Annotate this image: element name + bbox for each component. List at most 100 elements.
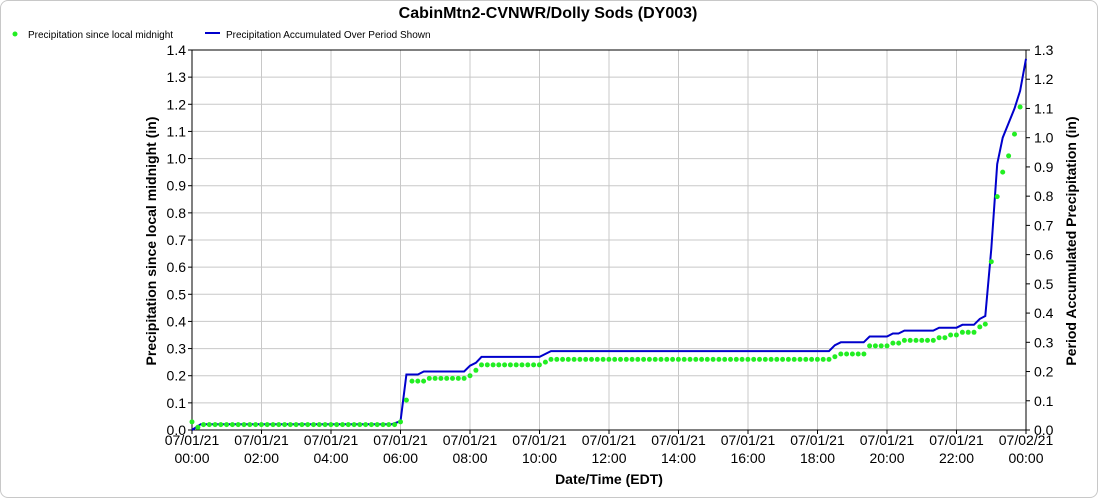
series-midnight-point [461,375,467,381]
series-midnight-point [484,362,490,368]
series-midnight-point [334,422,340,428]
series-midnight-point [930,337,936,343]
grid [191,49,1027,431]
series-midnight-point [328,422,334,428]
series-midnight-point [618,356,623,362]
series-midnight-point [1006,153,1012,159]
x-tick-time: 08:00 [452,450,487,466]
series-midnight-point [270,422,276,428]
series-midnight-point [351,422,357,428]
y-right-tick-label: 0.8 [1034,188,1054,204]
series-midnight-point [762,356,768,362]
series-midnight-point [774,356,780,362]
x-tick-date: 07/01/21 [790,432,845,448]
y-right-tick-label: 1.0 [1034,130,1054,146]
x-tick-time: 00:00 [174,450,209,466]
series-midnight-point [507,362,513,368]
series-midnight-point [438,375,444,381]
series-midnight-point [884,343,890,349]
x-axis-title: Date/Time (EDT) [555,471,663,487]
y-right-tick-label: 0.9 [1034,159,1054,175]
series-midnight-point [687,356,693,362]
series-midnight-point [386,422,392,428]
y-left-tick-label: 0.9 [167,178,187,194]
series-midnight-point [380,422,386,428]
series-midnight-point [201,422,206,428]
series-midnight-point [415,378,421,384]
series-midnight-point [965,329,971,335]
y-right-tick-label: 1.3 [1034,42,1054,58]
y-right-tick-label: 0.7 [1034,217,1054,233]
series-midnight-point [421,378,427,384]
series-midnight-point [675,356,681,362]
series-midnight-point [293,422,299,428]
series-midnight-point [872,343,878,349]
series-midnight-point [942,335,948,341]
y-left-tick-label: 0.7 [167,232,187,248]
series-midnight-point [502,362,508,368]
x-axis-ticks: 07/01/21 00:00 07/01/21 02:00 07/01/21 04:00 0… [165,430,1054,466]
series-midnight-point [282,422,288,428]
y-left-tick-label: 0.0 [167,422,187,438]
series-midnight-point [374,422,380,428]
series-midnight-point [450,375,455,381]
y-left-tick-label: 1.3 [167,69,187,85]
series-midnight-point [681,356,687,362]
y-axis-left-ticks: 0.0 0.1 0.2 0.3 0.4 0.5 0.6 0.7 0.8 0.9 1.0 1.1 1.2 1… [167,42,192,438]
series-midnight-point [977,324,983,330]
series-midnight-point [948,332,954,338]
series-midnight-point [467,373,473,379]
series-midnight-point [844,351,850,357]
series-midnight-point [531,362,537,368]
series-midnight-point [814,356,820,362]
series-midnight-point [565,356,571,362]
series-midnight-point [496,362,502,368]
y-right-tick-label: 0.4 [1034,305,1054,321]
y-right-tick-label: 0.0 [1034,422,1054,438]
series-midnight-point [658,356,664,362]
series-midnight-point [473,367,479,373]
series-midnight-point [641,356,647,362]
x-tick-time: 10:00 [522,450,557,466]
series-midnight-point [392,422,398,428]
x-tick-time: 16:00 [730,450,765,466]
series-midnight-point [554,356,560,362]
x-tick-date: 07/01/21 [929,432,984,448]
series-midnight-point [832,354,838,360]
y-axis-left-title: Precipitation since local midnight (in) [143,117,159,366]
series-midnight-point [212,422,218,428]
y-left-tick-label: 0.4 [167,313,187,329]
series-midnight-point [716,356,722,362]
series-midnight-point [253,422,259,428]
series-midnight-point [247,422,253,428]
series-midnight-point [820,356,826,362]
series-midnight-point [733,356,739,362]
series-midnight-point [409,378,415,384]
series-midnight-point [363,422,369,428]
series-midnight-point [264,422,270,428]
x-tick-time: 14:00 [661,450,696,466]
series-midnight-point [838,351,844,357]
series-midnight-point [218,422,224,428]
series-midnight-point [953,332,959,338]
series-midnight-point [785,356,791,362]
y-right-tick-label: 0.3 [1034,334,1054,350]
y-left-tick-label: 1.2 [167,96,187,112]
series-midnight-point [982,321,988,327]
series-midnight-point [229,422,235,428]
series-midnight-point [345,422,351,428]
x-tick-date: 07/01/21 [651,432,706,448]
series-midnight-point [1000,169,1006,175]
y-right-tick-label: 0.2 [1034,364,1054,380]
x-tick-date: 07/02/21 [999,432,1054,448]
series-midnight-point [623,356,629,362]
series-midnight-point [276,422,282,428]
x-tick-date: 07/01/21 [512,432,567,448]
y-right-tick-label: 1.1 [1034,100,1054,116]
x-tick-date: 07/01/21 [234,432,289,448]
series-midnight-point [809,356,815,362]
series-midnight-point [311,422,316,428]
series-midnight-point [513,362,519,368]
series-midnight-point [195,424,201,430]
series-midnight-point [855,351,861,357]
